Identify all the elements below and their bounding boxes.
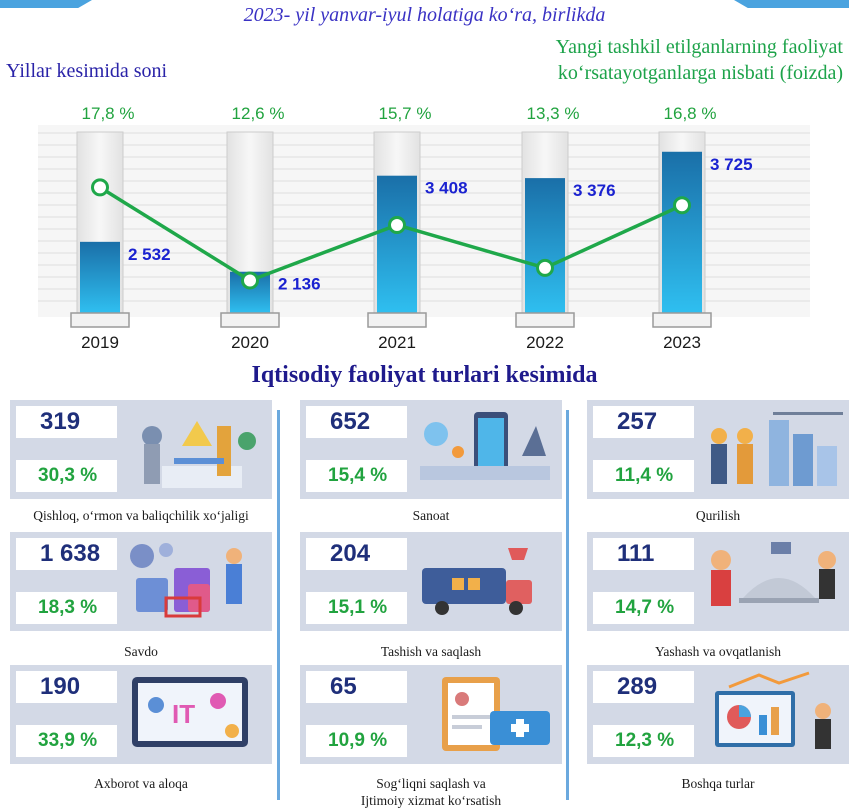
hospitality-icon: [699, 538, 845, 626]
bar: [662, 151, 702, 313]
sector-percent: 14,7 %: [593, 592, 694, 624]
it-icon: IT: [122, 671, 268, 759]
sector-label: Qishloq, o‘rmon va baliqchilik xo‘jaligi: [33, 508, 249, 523]
percent-label: 12,6 %: [232, 104, 285, 123]
header-decoration-right: [734, 0, 849, 8]
percent-label: 17,8 %: [82, 104, 135, 123]
sector-card: 1 638 18,3 %: [10, 532, 272, 631]
bar-value-label: 3 376: [573, 181, 616, 200]
percent-point: [241, 271, 259, 290]
sector-percent: 11,4 %: [593, 460, 694, 492]
year-base: [367, 312, 427, 328]
svg-text:IT: IT: [172, 699, 195, 729]
column-divider-1: [277, 410, 280, 800]
sector-label-line2: Ijtimoiy xizmat ko‘rsatish: [360, 793, 502, 808]
sector-label: Axborot va aloqa: [94, 776, 188, 791]
bar: [80, 241, 120, 313]
sector-count: 652: [306, 406, 407, 438]
percent-label: 16,8 %: [664, 104, 717, 123]
sector-count: 190: [16, 671, 117, 703]
year-base: [220, 312, 280, 328]
agriculture-icon: [122, 406, 268, 494]
sector-count: 65: [306, 671, 407, 703]
sector-card: 257 11,4 %: [587, 400, 849, 499]
sector-percent: 15,4 %: [306, 460, 407, 492]
year-base: [515, 312, 575, 328]
percent-label: 15,7 %: [379, 104, 432, 123]
sector-card: 190 33,9 % IT: [10, 665, 272, 764]
year-label: 2021: [378, 333, 416, 352]
sector-card: 652 15,4 %: [300, 400, 562, 499]
percent-point: [536, 258, 554, 277]
percent-label: 13,3 %: [527, 104, 580, 123]
sector-count: 1 638: [16, 538, 117, 570]
chart-right-title-line2: ko‘rsatayotganlarga nisbati (foizda): [557, 62, 843, 84]
construction-icon: [699, 406, 845, 494]
chart-left-title: Yillar kesimida soni: [6, 60, 168, 82]
bar-value-label: 2 136: [278, 275, 321, 294]
healthcare-icon: [412, 671, 558, 759]
shopping-icon: [122, 538, 268, 626]
yearly-chart: 2019 2 532 17,8 % 2020 2 136 12,6 % 2021 3 408 1…: [38, 104, 810, 352]
sector-label: Savdo: [124, 644, 158, 659]
year-base: [70, 312, 130, 328]
sector-label: Qurilish: [695, 508, 741, 523]
sector-label: Sog‘liqni saqlash va Ijtimoiy xizmat ko‘r…: [296, 775, 566, 809]
sector-percent: 12,3 %: [593, 725, 694, 757]
year-label: 2020: [231, 333, 269, 352]
sector-card: 111 14,7 %: [587, 532, 849, 631]
sector-percent: 15,1 %: [306, 592, 407, 624]
header-decoration-left: [0, 0, 92, 8]
section-title: Iqtisodiy faoliyat turlari kesimida: [251, 362, 598, 388]
sector-percent: 18,3 %: [16, 592, 117, 624]
percent-point: [388, 215, 406, 234]
percent-point: [91, 178, 109, 197]
industry-icon: [412, 406, 558, 494]
chart-right-title-line1: Yangi tashkil etilganlarning faoliyat: [555, 36, 843, 58]
sector-percent: 10,9 %: [306, 725, 407, 757]
sector-count: 204: [306, 538, 407, 570]
percent-point: [673, 196, 691, 215]
bar-value-label: 3 408: [425, 179, 468, 198]
year-label: 2023: [663, 333, 701, 352]
sector-label: Sanoat: [412, 508, 450, 523]
bar: [377, 175, 417, 313]
sector-percent: 30,3 %: [16, 460, 117, 492]
chart-right-title: Yangi tashkil etilganlarning faoliyat ko…: [413, 34, 843, 86]
year-label: 2022: [526, 333, 564, 352]
sector-label: Yashash va ovqatlanish: [654, 644, 782, 659]
sector-card: 204 15,1 %: [300, 532, 562, 631]
bar: [525, 178, 565, 313]
bar-value-label: 3 725: [710, 155, 753, 174]
year-base: [652, 312, 712, 328]
sector-card: 65 10,9 %: [300, 665, 562, 764]
transport-icon: [412, 538, 558, 626]
sector-count: 257: [593, 406, 694, 438]
sector-card: 319 30,3 %: [10, 400, 272, 499]
column-divider-2: [566, 410, 569, 800]
year-label: 2019: [81, 333, 119, 352]
sector-percent: 33,9 %: [16, 725, 117, 757]
sector-label-line1: Sog‘liqni saqlash va: [376, 776, 486, 791]
analytics-icon: [699, 671, 845, 759]
sector-count: 319: [16, 406, 117, 438]
sector-count: 289: [593, 671, 694, 703]
sector-label: Tashish va saqlash: [380, 644, 482, 659]
sector-label: Boshqa turlar: [681, 776, 755, 791]
sector-count: 111: [593, 538, 694, 570]
sector-card: 289 12,3 %: [587, 665, 849, 764]
page-subtitle: 2023- yil yanvar-iyul holatiga ko‘ra, bi…: [243, 4, 606, 26]
bar-value-label: 2 532: [128, 245, 171, 264]
